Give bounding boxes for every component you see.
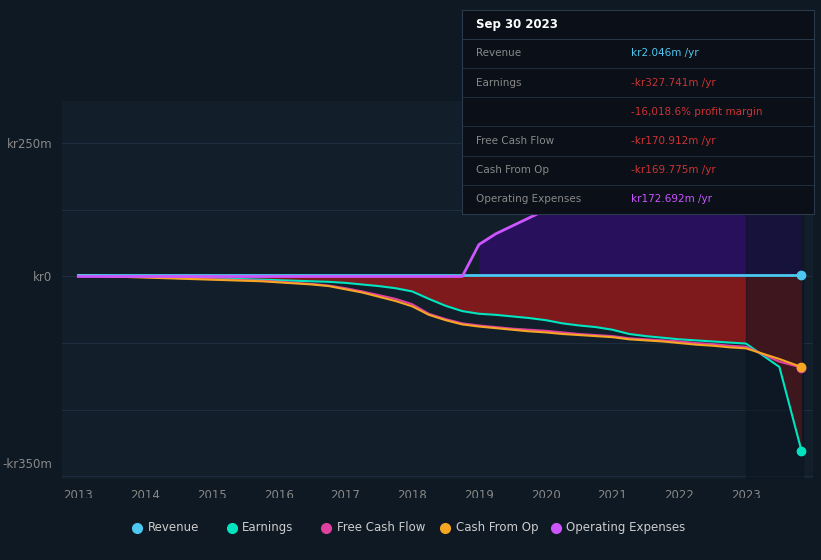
Text: -kr327.741m /yr: -kr327.741m /yr xyxy=(631,77,716,87)
Text: -kr169.775m /yr: -kr169.775m /yr xyxy=(631,165,716,175)
Text: Revenue: Revenue xyxy=(476,48,521,58)
Text: Cash From Op: Cash From Op xyxy=(456,521,538,534)
Text: Cash From Op: Cash From Op xyxy=(476,165,549,175)
Text: kr2.046m /yr: kr2.046m /yr xyxy=(631,48,699,58)
Text: Operating Expenses: Operating Expenses xyxy=(566,521,686,534)
Text: Earnings: Earnings xyxy=(242,521,294,534)
Text: Sep 30 2023: Sep 30 2023 xyxy=(476,17,558,31)
Text: kr172.692m /yr: kr172.692m /yr xyxy=(631,194,712,204)
Text: -kr170.912m /yr: -kr170.912m /yr xyxy=(631,136,716,146)
Text: Free Cash Flow: Free Cash Flow xyxy=(337,521,425,534)
Text: Operating Expenses: Operating Expenses xyxy=(476,194,581,204)
Text: Revenue: Revenue xyxy=(148,521,200,534)
Text: Free Cash Flow: Free Cash Flow xyxy=(476,136,554,146)
Text: -16,018.6% profit margin: -16,018.6% profit margin xyxy=(631,107,763,116)
Text: Earnings: Earnings xyxy=(476,77,522,87)
Bar xyxy=(746,101,803,479)
